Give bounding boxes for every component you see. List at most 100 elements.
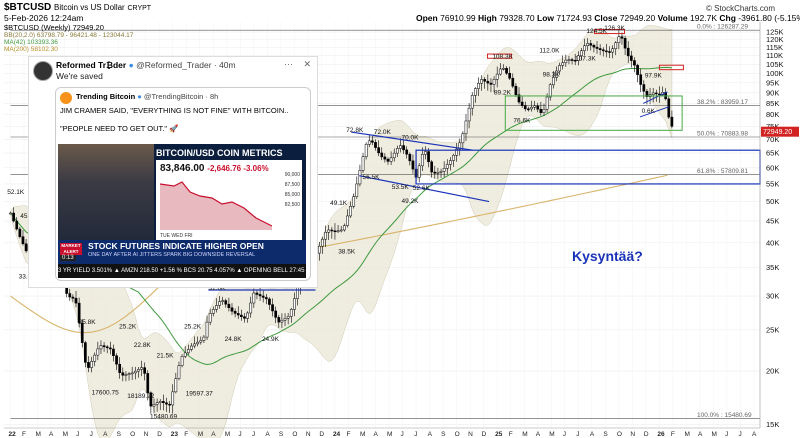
quoted-tweet[interactable]: Trending Bitcoin ● @TrendingBitcoin · 8h… — [55, 87, 311, 281]
candle-body — [74, 297, 78, 304]
candle-body — [551, 77, 555, 86]
y-tick-label: 15K — [766, 420, 779, 429]
y-tick-label: 55K — [766, 179, 779, 188]
open-label: Open — [416, 13, 438, 23]
candle-body — [573, 59, 577, 62]
candle-body — [211, 309, 215, 314]
candle-body — [617, 36, 621, 43]
candle-body — [539, 108, 543, 113]
candle-body — [433, 171, 437, 174]
price-label: 52.1K — [7, 189, 25, 196]
candle-body — [430, 161, 434, 173]
fib-label: 50.0% : 70883.98 — [697, 131, 748, 138]
x-tick-label: A — [536, 431, 541, 438]
y-tick-label: 80K — [766, 110, 779, 119]
y-tick-label: 90K — [766, 88, 779, 97]
candle-body — [558, 65, 561, 72]
candle-body — [96, 348, 100, 356]
close-icon[interactable]: ✕ — [303, 59, 311, 69]
candle-body — [392, 152, 396, 159]
lower-channel-line — [359, 175, 490, 203]
y-tick-label: 45K — [766, 217, 779, 226]
x-tick-label: J — [238, 431, 241, 438]
candle-body — [405, 149, 409, 155]
y-tick-label: 30K — [766, 292, 779, 301]
candle-body — [505, 68, 508, 74]
x-tick-label: F — [184, 431, 188, 438]
close-label: Close — [594, 13, 618, 23]
tweet-avatar[interactable] — [33, 61, 53, 81]
candle-body — [452, 155, 455, 161]
candle-body — [196, 341, 200, 345]
candle-body — [336, 230, 340, 233]
x-tick-label: N — [468, 431, 473, 438]
candle-body — [614, 42, 618, 50]
candle-body — [84, 342, 87, 363]
price-label: 56.5K — [363, 174, 381, 181]
x-tick-label: D — [482, 431, 487, 438]
candle-body — [570, 59, 574, 61]
legend-ma200: MA(200) 58102.30 — [4, 46, 58, 53]
candle-body — [542, 108, 546, 113]
x-tick-label: M — [387, 431, 392, 438]
candle-body — [508, 72, 512, 79]
verified-icon: ● — [128, 60, 134, 70]
candle-body — [355, 183, 359, 197]
candle-body — [327, 229, 331, 233]
tv-screenshot[interactable]: BITCOIN/USD COIN METRICS 83,846.00 -2,64… — [58, 144, 306, 278]
candle-body — [71, 296, 75, 299]
candle-body — [99, 345, 103, 350]
price-label: 19597.37 — [186, 391, 213, 398]
y-tick-label: 60K — [766, 163, 779, 172]
price-label: 24.9K — [262, 336, 280, 343]
legend-bb: BB(20,2.0) 63798.79 - 96421.48 - 123044.… — [4, 32, 134, 39]
price-label: 49.1K — [330, 200, 348, 207]
tweet-card[interactable]: Reformed Tr₿der ● @Reformed_Trader · 40m… — [28, 56, 318, 288]
candle-body — [21, 236, 25, 245]
candle-body — [146, 373, 150, 393]
price-label: 72.0K — [374, 129, 392, 136]
x-tick-label: 24 — [333, 431, 341, 438]
candle-body — [486, 80, 490, 84]
x-tick-label: O — [130, 431, 135, 438]
candle-body — [611, 48, 614, 53]
candle-body — [115, 355, 118, 365]
candle-body — [255, 292, 259, 295]
x-tick-label: J — [90, 431, 93, 438]
candle-body — [174, 378, 178, 393]
quote-author: Trending Bitcoin — [76, 92, 136, 101]
x-tick-label: A — [103, 431, 108, 438]
candle-body — [389, 157, 393, 162]
quote-line-2: "PEOPLE NEED TO GET OUT." 🚀 — [60, 124, 179, 133]
more-icon[interactable]: ··· — [284, 59, 293, 69]
candle-body — [261, 295, 265, 298]
last-price-label: 72949.20 — [763, 129, 792, 136]
candle-body — [87, 362, 90, 368]
x-tick-label: A — [428, 431, 433, 438]
y-tick-label: 115K — [766, 43, 783, 52]
candle-body — [576, 55, 580, 61]
tv-subheadline: ONE DAY AFTER AI JITTERS SPARK BIG DOWNS… — [88, 252, 256, 258]
tweet-header: Reformed Tr₿der ● @Reformed_Trader · 40m — [56, 60, 236, 70]
candle-body — [386, 158, 390, 162]
x-tick-label: S — [279, 431, 284, 438]
y-tick-label: 70K — [766, 135, 779, 144]
chart-date: 5-Feb-2026 12:24am — [4, 13, 84, 23]
demand-annotation: Kysyntää? — [572, 248, 643, 264]
x-tick-label: 22 — [8, 431, 16, 438]
ma200-path — [10, 174, 668, 334]
tweet-author[interactable]: Reformed Tr₿der — [56, 60, 127, 70]
close-value: 72949.20 — [619, 13, 656, 23]
y-tick-label: 65K — [766, 149, 779, 158]
consolidation-box — [504, 95, 683, 131]
x-axis: 22 F M A M J J A S O N D 23 F M A M J J A S O N D 24 F M A M J J A S O N D 2… — [4, 427, 760, 438]
candle-body — [586, 43, 590, 46]
price-label: 33.0K — [19, 273, 37, 280]
x-tick-label: S — [441, 431, 446, 438]
tv-price-change: -2,646.76 -3.06% — [207, 164, 269, 173]
candle-body — [364, 144, 368, 157]
candle-body — [224, 300, 228, 305]
candle-body — [530, 106, 533, 110]
price-label: 17600.75 — [92, 390, 119, 397]
candle-body — [236, 313, 240, 316]
